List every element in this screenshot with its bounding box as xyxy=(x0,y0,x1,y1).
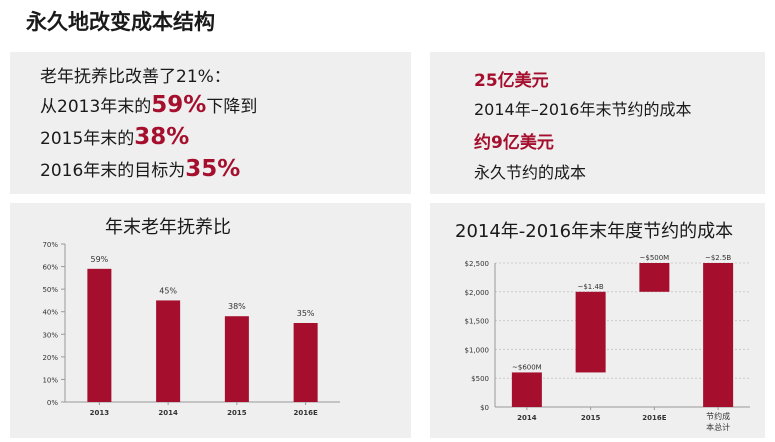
savings-chart-title: 2014年-2016年末年度节约的成本 xyxy=(455,221,734,242)
savings-total-label: 2014年–2016年末节约的成本 xyxy=(474,100,692,119)
y-tick-label: 20% xyxy=(42,354,58,362)
y-tick-label: $500 xyxy=(471,375,489,383)
permanent-savings-amount: 约9亿美元 xyxy=(474,133,554,153)
y-tick-label: 0% xyxy=(47,399,58,407)
ratio-line3-text: 2015年末的 xyxy=(40,129,135,149)
bar-value-label: 38% xyxy=(228,302,246,311)
ratio-chart-panel: 年末老年抚养比 0% 10% 20% 30% 40% 50% 60% 70% 59% 2013 45… xyxy=(10,203,411,438)
x-tick-label: 节约成本总计 xyxy=(706,411,730,432)
bar-value-label: ~$500M xyxy=(640,254,670,262)
y-tick-label: $0 xyxy=(480,404,489,412)
savings-summary-panel: 25亿美元 2014年–2016年末节约的成本 约9亿美元 永久节约的成本 xyxy=(430,52,765,194)
bar xyxy=(224,316,249,402)
page-title: 永久地改变成本结构 xyxy=(26,10,215,34)
y-tick-label: 30% xyxy=(42,331,58,339)
x-tick-label: 2016E xyxy=(293,409,317,417)
y-tick-label: 70% xyxy=(42,241,58,249)
y-tick-label: $1,000 xyxy=(465,346,490,354)
y-tick-label: $1,500 xyxy=(465,318,490,326)
y-tick-label: 10% xyxy=(42,376,58,384)
waterfall-bar xyxy=(511,372,542,407)
ratio-summary-line2: 从2013年末的59%下降到 xyxy=(40,92,257,118)
x-tick-label: 2014 xyxy=(517,414,537,422)
savings-chart-panel: 2014年-2016年末年度节约的成本 $0 $500 $1,000 $1,500 $2… xyxy=(430,203,765,438)
ratio-2015-value: 38% xyxy=(134,124,190,150)
ratio-2016-target: 35% xyxy=(185,156,241,182)
y-tick-label: 50% xyxy=(42,286,58,294)
savings-total-amount: 25亿美元 xyxy=(474,71,549,91)
ratio-chart-title: 年末老年抚养比 xyxy=(105,217,231,238)
waterfall-bar xyxy=(575,291,606,373)
bar-value-label: 35% xyxy=(297,309,315,318)
waterfall-bar xyxy=(703,263,734,407)
permanent-savings-label: 永久节约的成本 xyxy=(474,163,587,182)
x-tick-label: 2014 xyxy=(158,409,178,417)
y-tick-label: $2,000 xyxy=(465,289,490,297)
ratio-summary-line1: 老年抚养比改善了21%： xyxy=(40,67,231,87)
bar-value-label: ~$2.5B xyxy=(705,254,731,262)
x-tick-label: 2013 xyxy=(90,409,110,417)
ratio-2013-value: 59% xyxy=(151,92,207,118)
savings-waterfall-chart: $0 $500 $1,000 $1,500 $2,000 $2,500 ~$600M 2014… xyxy=(465,254,750,432)
ratio-line4-text: 2016年末的目标为 xyxy=(40,161,186,181)
ratio-summary-line4: 2016年末的目标为35% xyxy=(40,156,240,182)
y-tick-label: 40% xyxy=(42,309,58,317)
x-tick-label: 2015 xyxy=(581,414,601,422)
bar xyxy=(87,268,112,402)
waterfall-bar xyxy=(639,263,670,292)
y-tick-label: 60% xyxy=(42,264,58,272)
ratio-line2-suffix: 下降到 xyxy=(206,97,258,117)
ratio-bar-chart: 0% 10% 20% 30% 40% 50% 60% 70% 59% 2013 45% 2014 38%… xyxy=(42,241,340,417)
ratio-line2-text: 从2013年末的 xyxy=(40,97,152,117)
bar-value-label: 59% xyxy=(90,255,108,264)
ratio-summary-panel: 老年抚养比改善了21%： 从2013年末的59%下降到 2015年末的38% 2… xyxy=(10,52,411,194)
x-tick-label: 2015 xyxy=(227,409,247,417)
bar-value-label: ~$1.4B xyxy=(577,283,603,291)
y-tick-label: $2,500 xyxy=(465,260,490,268)
bar xyxy=(156,300,181,402)
bar xyxy=(293,323,318,402)
ratio-summary-line3: 2015年末的38% xyxy=(40,124,189,150)
bar-value-label: ~$600M xyxy=(512,363,542,371)
x-tick-label: 2016E xyxy=(642,414,666,422)
bar-value-label: 45% xyxy=(159,286,177,295)
